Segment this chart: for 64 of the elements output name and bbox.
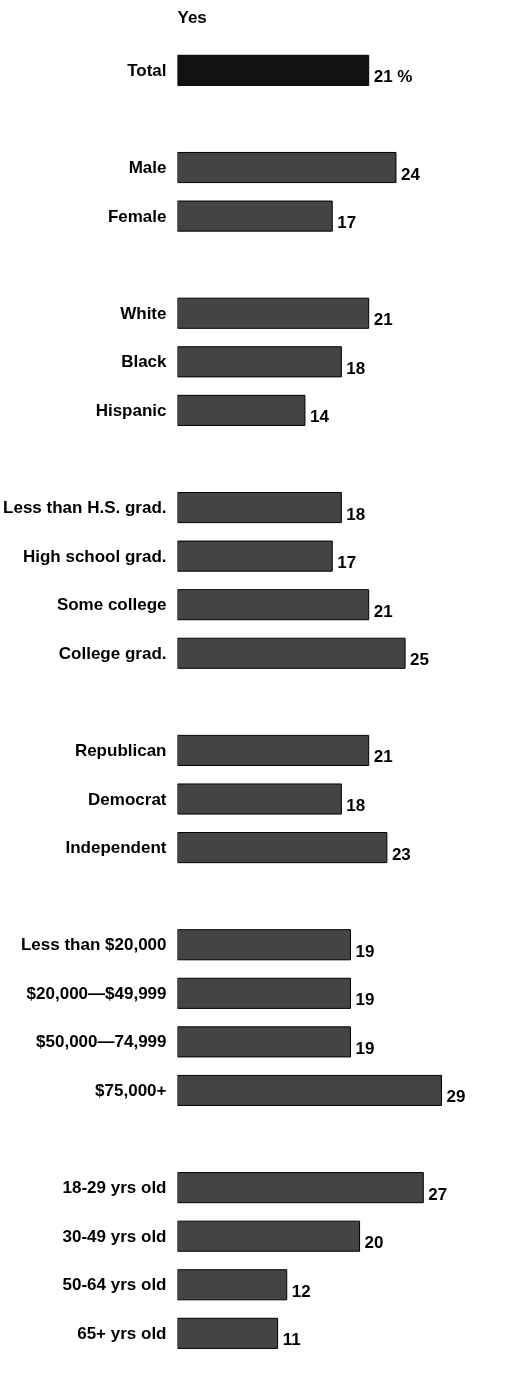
data-label: 21 [373,747,393,767]
bar [177,297,370,329]
bar [177,929,351,961]
y-tick-label: $50,000—74,999 [36,1032,167,1052]
data-label: 19 [355,941,375,961]
data-label: 25 [410,650,430,670]
data-label: 23 [391,844,411,864]
bar [177,734,370,766]
bar [177,832,388,864]
y-tick-label: $20,000—$49,999 [26,983,167,1003]
data-label: 20 [364,1233,384,1253]
data-label: 21 [373,310,393,330]
bar [177,346,342,378]
y-tick-label: Less than H.S. grad. [3,498,167,518]
y-tick-label: 30-49 yrs old [62,1226,167,1246]
data-label: 12 [291,1281,311,1301]
bar [177,491,342,524]
bar [177,1074,442,1107]
data-label: 14 [309,407,330,427]
data-label: 18 [346,504,366,524]
bar [177,151,397,184]
y-tick-label: Less than $20,000 [20,935,167,955]
bar [177,1026,351,1058]
bar [177,1317,279,1349]
y-tick-label: Male [128,158,167,178]
data-label: 11 [282,1330,301,1350]
y-tick-label: High school grad. [22,546,167,566]
y-tick-label: Female [107,206,167,226]
data-label: 27 [428,1184,448,1204]
data-label: 18 [346,796,366,816]
data-label: 17 [337,553,357,573]
y-tick-label: $75,000+ [95,1080,167,1100]
y-tick-label: 65+ yrs old [77,1323,167,1343]
bar [177,1220,361,1252]
data-label: 19 [355,1038,375,1058]
data-label: 29 [446,1087,466,1107]
bar [177,200,333,232]
bar [177,54,370,86]
y-tick-label: Total [127,60,167,80]
y-tick-label: Some college [56,595,167,615]
data-label: 24 [400,164,421,184]
bar [177,783,342,815]
chart-title: Yes [177,7,207,27]
bar [177,394,306,426]
data-label: 18 [346,358,366,378]
y-tick-label: 50-64 yrs old [62,1275,167,1295]
y-tick-label: Black [121,352,168,372]
data-label: 21 % [373,66,413,86]
data-label: 19 [355,990,375,1010]
y-tick-label: Democrat [88,789,167,809]
bar [177,589,370,621]
y-tick-label: Independent [65,838,167,858]
y-tick-label: Republican [74,740,167,760]
y-tick-label: White [120,303,167,323]
data-label: 21 [373,601,393,621]
bar [177,637,406,669]
y-tick-label: 18-29 yrs old [62,1178,167,1198]
y-tick-label: College grad. [58,643,167,663]
y-tick-label: Hispanic [95,400,167,420]
data-label: 17 [337,213,357,233]
bar [177,977,351,1009]
bar [177,1269,288,1301]
bar [177,1172,424,1204]
bar [177,540,333,572]
